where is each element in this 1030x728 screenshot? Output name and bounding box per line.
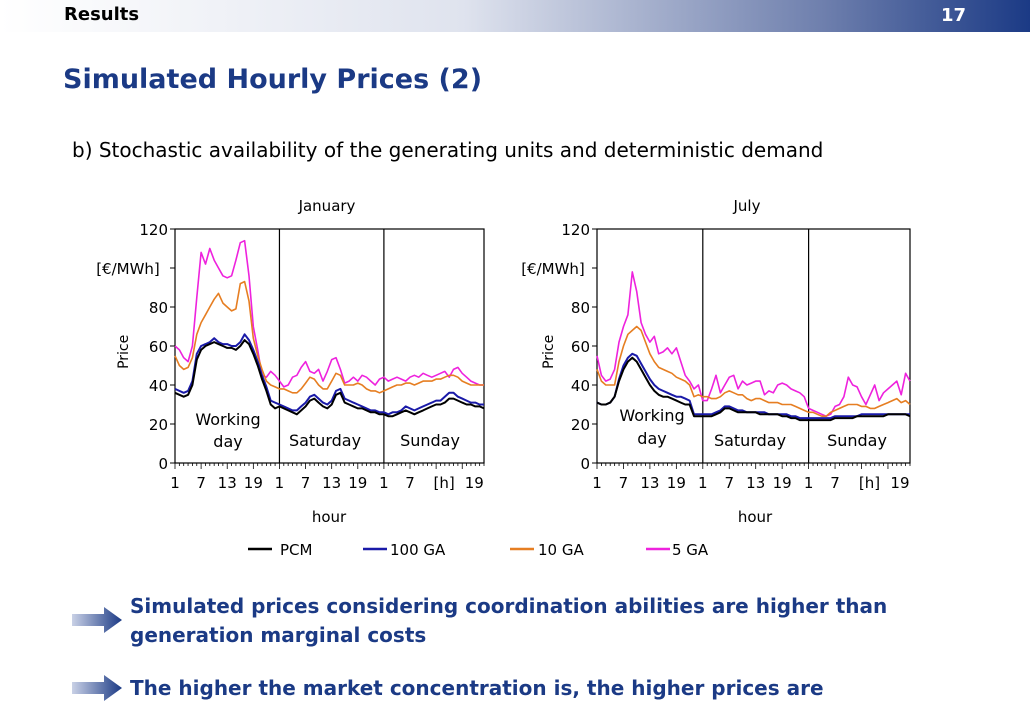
day-label: Working [195,410,260,429]
series-10-ga [174,280,484,394]
x-tick-label: 19 [244,474,263,492]
header-bar: Results 17 [0,0,1030,32]
x-tick-label: 7 [724,474,734,492]
day-label: Saturday [289,431,361,450]
x-axis-title: hour [738,508,773,526]
x-tick-label: 1 [275,474,285,492]
x-tick-label: 7 [301,474,311,492]
y-tick-label: 0 [580,455,590,473]
legend-label: 10 GA [538,541,584,559]
x-tick-label: 7 [196,474,206,492]
series-5-ga [596,271,911,418]
x-tick-label: 7 [405,474,415,492]
x-tick-label: 1 [170,474,180,492]
x-axis-title: hour [312,508,347,526]
y-tick-label: 80 [149,299,168,317]
bullet-text-1: Simulated prices considering coordinatio… [130,594,888,647]
bullet-text-2: The higher the market concentration is, … [130,676,824,700]
y-tick-label: 20 [149,416,168,434]
day-label: Sunday [400,431,460,450]
x-tick-label: 7 [619,474,629,492]
x-tick-label: 19 [890,474,909,492]
series-100-ga [174,333,484,416]
y-unit-label: [€/MWh] [96,260,160,278]
x-tick-label: 13 [746,474,765,492]
x-tick-label: 19 [773,474,792,492]
y-tick-label: 80 [571,299,590,317]
x-tick-label: 1 [698,474,708,492]
legend-label: 100 GA [390,541,446,559]
x-tick-label: 13 [218,474,237,492]
y-tick-label: 60 [571,338,590,356]
chart-title: July [733,197,761,215]
page-number: 17 [940,5,966,26]
y-tick-label: 60 [149,338,168,356]
series-5-ga [174,239,484,388]
x-tick-label: 7 [830,474,840,492]
day-label: day [213,432,242,451]
x-tick-label: [h] [434,474,455,492]
series-pcm [174,339,485,418]
day-label: Working [619,406,684,425]
x-tick-label: 19 [667,474,686,492]
y-tick-label: 120 [139,221,168,239]
slide-subtitle: b) Stochastic availability of the genera… [72,138,824,162]
x-tick-label: 13 [640,474,659,492]
plot-frame [596,228,911,464]
series-pcm [596,356,911,422]
y-tick-label: 20 [571,416,590,434]
day-label: Sunday [827,431,887,450]
y-axis-title: Price [116,335,132,369]
y-tick-label: 0 [158,455,168,473]
x-tick-label: 13 [322,474,341,492]
y-tick-label: 40 [149,377,168,395]
section-label: Results [64,4,140,25]
x-tick-label: 1 [592,474,602,492]
arrow-icon [72,675,122,701]
y-tick-label: 40 [571,377,590,395]
x-tick-label: 1 [379,474,389,492]
y-unit-label: [€/MWh] [521,260,585,278]
day-label: Saturday [714,431,786,450]
day-label: day [637,429,666,448]
arrow-icon [72,607,122,633]
series-10-ga [596,325,911,418]
slide-title: Simulated Hourly Prices (2) [63,64,483,95]
x-tick-label: 19 [465,474,484,492]
chart-title: January [298,197,356,215]
y-tick-label: 120 [561,221,590,239]
x-tick-label: [h] [859,474,880,492]
x-tick-label: 19 [348,474,367,492]
x-tick-label: 1 [804,474,814,492]
y-axis-title: Price [541,335,557,369]
legend-label: 5 GA [672,541,709,559]
legend-label: PCM [280,541,312,559]
